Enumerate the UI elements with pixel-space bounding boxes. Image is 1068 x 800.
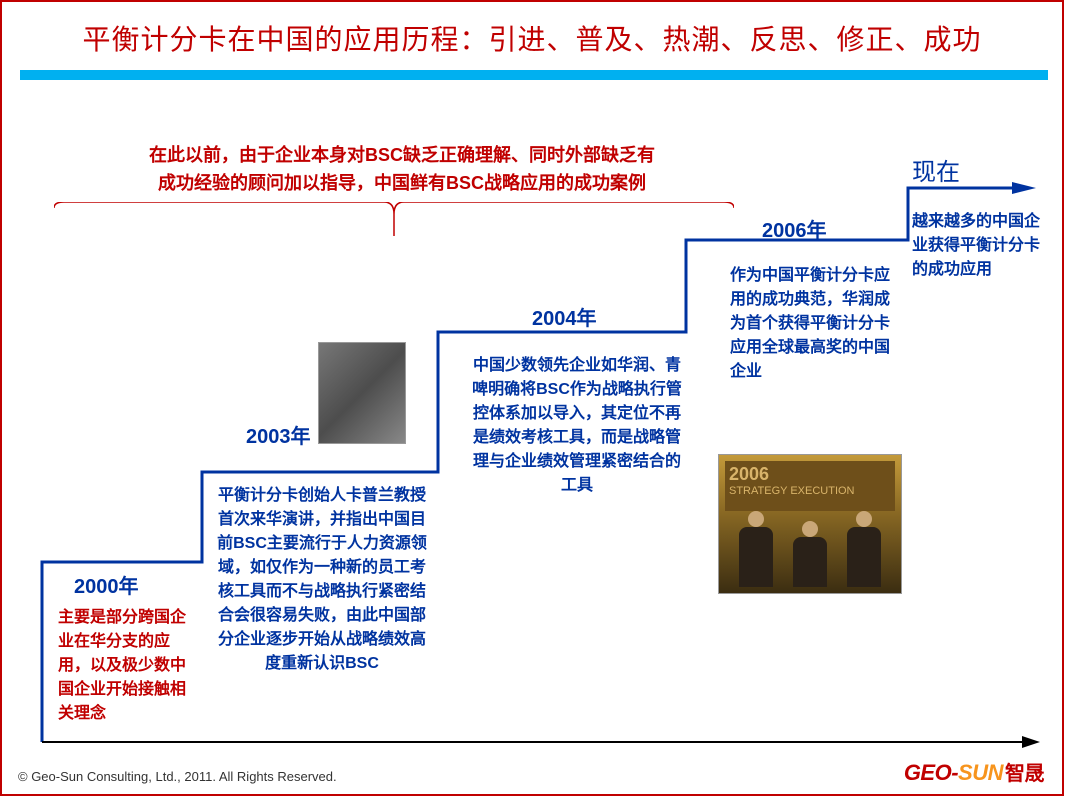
desc-2000: 主要是部分跨国企业在华分支的应用，以及极少数中国企业开始接触相关理念 [58,606,198,726]
year-2006: 2006年 [762,214,827,243]
desc-present: 越来越多的中国企业获得平衡计分卡的成功应用 [912,210,1052,282]
year-2004: 2004年 [532,302,597,331]
desc-2006: 作为中国平衡计分卡应用的成功典范，华润成为首个获得平衡计分卡应用全球最高奖的中国… [730,264,890,384]
year-2000: 2000年 [74,570,139,599]
copyright: © Geo-Sun Consulting, Ltd., 2011. All Ri… [18,769,337,784]
logo-cn: 智晟 [1005,763,1044,785]
conference-banner: 2006 STRATEGY EXECUTION [725,461,895,511]
person-icon [847,527,881,587]
desc-2003: 平衡计分卡创始人卡普兰教授首次来华演讲，并指出中国目前BSC主要流行于人力资源领… [212,484,432,676]
geosun-logo: GEO-SUN智晟 [904,757,1044,786]
logo-geo: GEO- [904,760,958,785]
slide-frame: 平衡计分卡在中国的应用历程：引进、普及、热潮、反思、修正、成功 在此以前，由于企… [0,0,1064,796]
logo-sun: SUN [958,760,1003,785]
conference-people [729,517,891,587]
person-icon [793,537,827,587]
conference-photo: 2006 STRATEGY EXECUTION [718,454,902,594]
kaplan-portrait [318,342,406,444]
year-2003: 2003年 [246,420,311,449]
desc-2004: 中国少数领先企业如华润、青啤明确将BSC作为战略执行管控体系加以导入，其定位不再… [472,354,682,498]
person-icon [739,527,773,587]
